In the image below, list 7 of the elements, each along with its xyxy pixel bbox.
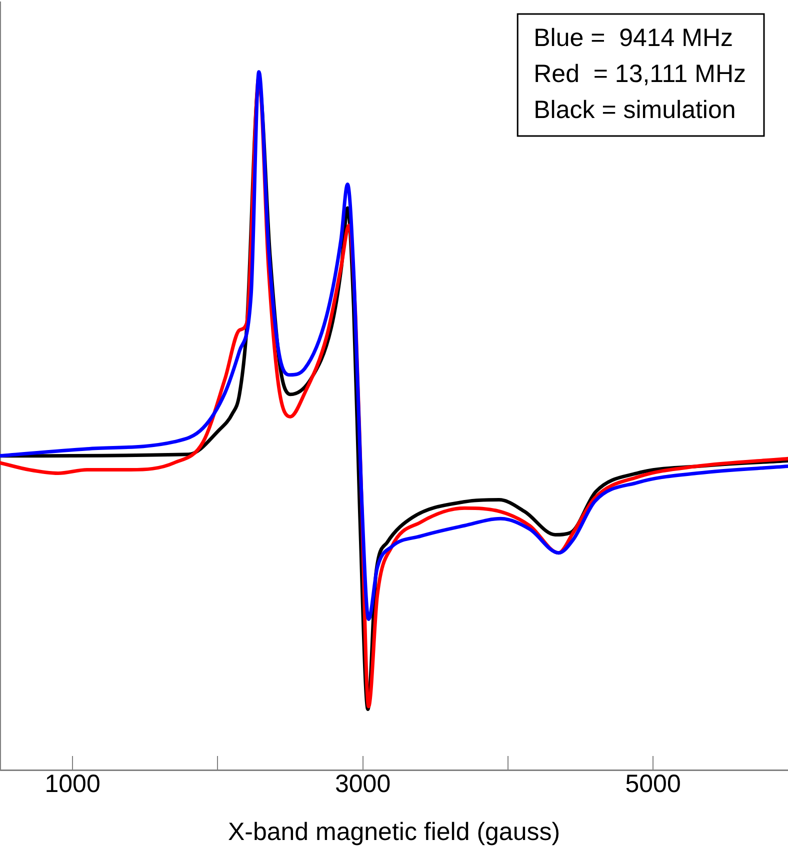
x-tick-label: 1000 <box>44 770 100 798</box>
x-tick-label: 3000 <box>334 770 391 798</box>
text: Blue = 9414 MHz <box>534 24 734 52</box>
annotation: Black = simulation <box>534 96 736 124</box>
x-axis-title: X-band magnetic field (gauss) <box>228 818 560 846</box>
annotation: Red = 13,111 MHz <box>534 60 746 88</box>
x-tick-label: 5000 <box>625 770 681 798</box>
